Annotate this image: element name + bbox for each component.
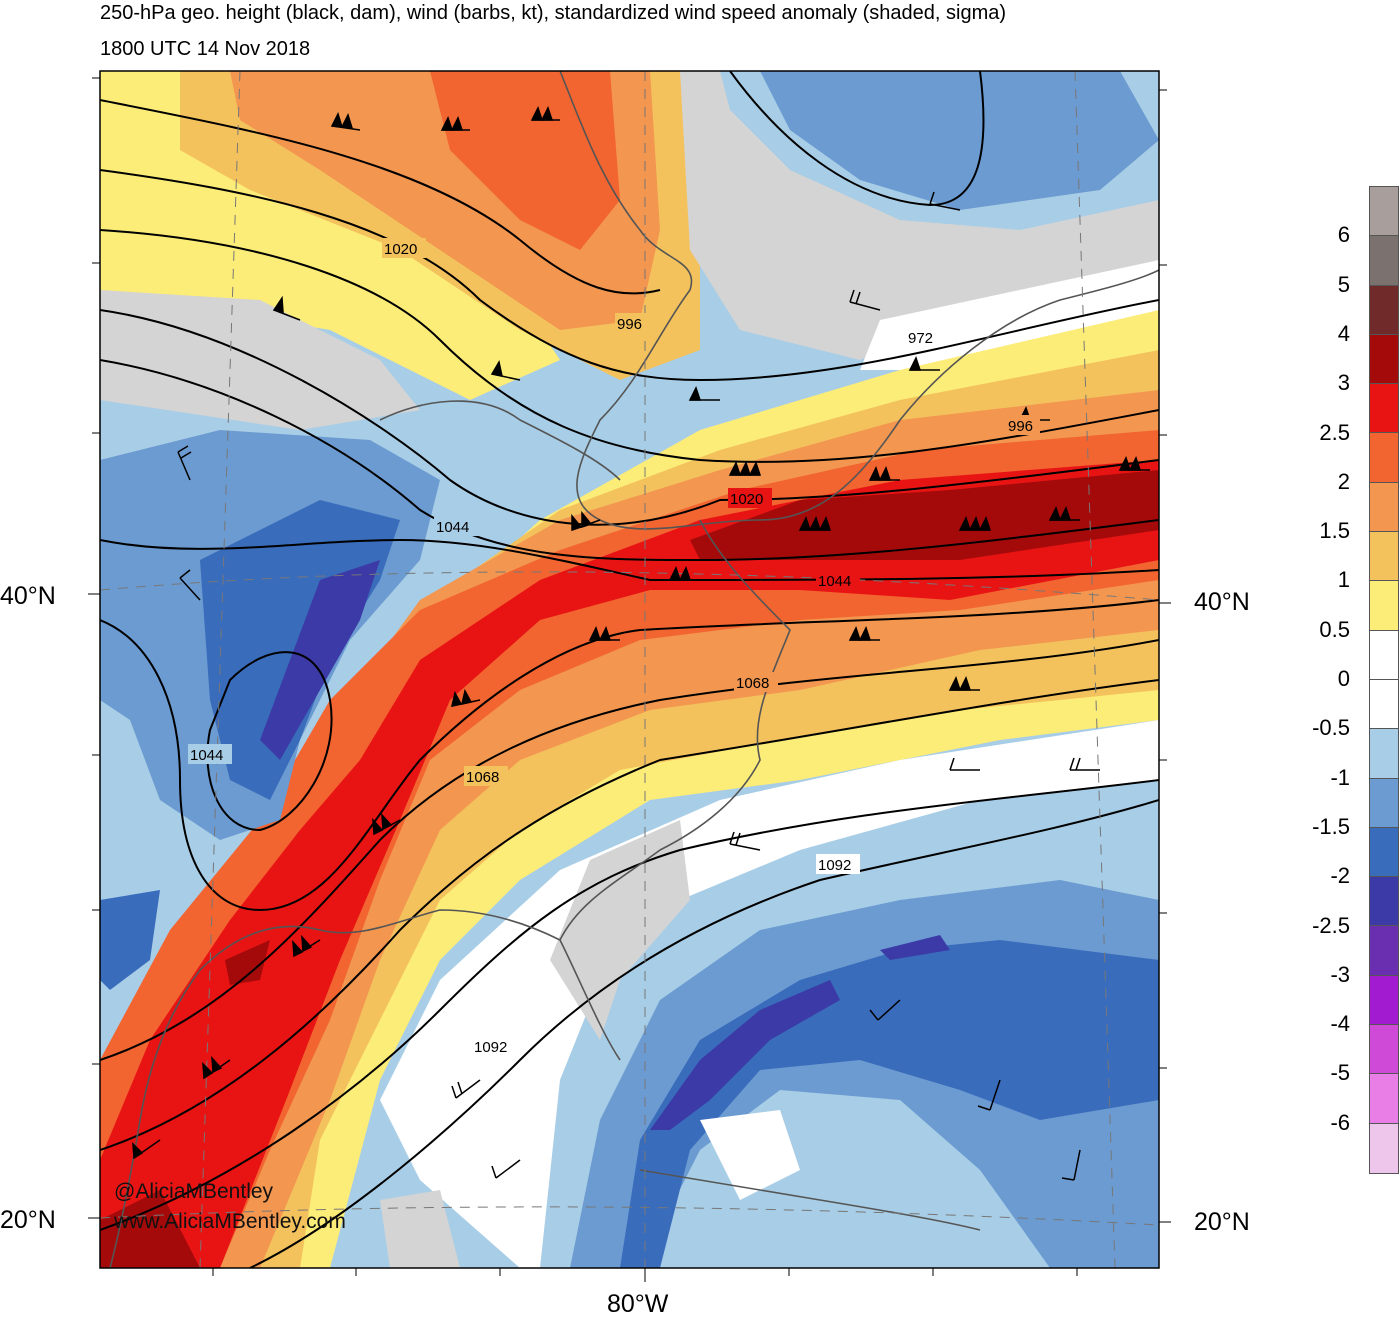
- colorbar-label: -6: [1330, 1109, 1350, 1135]
- watermark-site: www.AliciaMBentley.com: [114, 1210, 346, 1233]
- map-frame: [99, 70, 1160, 1269]
- contour-label: 996: [1008, 418, 1033, 435]
- colorbar-swatch: [1370, 926, 1398, 976]
- colorbar-label: 6: [1337, 222, 1350, 248]
- contour-label: 1044: [818, 573, 851, 590]
- anomaly-shading: [100, 71, 1159, 1268]
- colorbar-swatch: [1370, 581, 1398, 631]
- colorbar-swatch: [1370, 630, 1398, 680]
- colorbar-swatch: [1370, 1025, 1398, 1075]
- watermark-handle: @AliciaMBentley: [114, 1180, 274, 1203]
- colorbar-swatch: [1370, 384, 1398, 434]
- colorbar-swatch: [1370, 187, 1398, 237]
- colorbar-label: 2: [1337, 468, 1350, 494]
- colorbar-label: 1: [1337, 567, 1350, 593]
- colorbar-label: 2.5: [1319, 419, 1350, 445]
- coastlines: [109, 71, 1159, 1268]
- contour-label: 1092: [818, 857, 851, 874]
- colorbar-swatch: [1370, 877, 1398, 927]
- colorbar-label: -5: [1330, 1060, 1350, 1086]
- valid-time: 1800 UTC 14 Nov 2018: [100, 38, 311, 60]
- lat-label-40n-left: 40°N: [0, 582, 56, 610]
- colorbar-label: -1: [1330, 764, 1350, 790]
- lat-label-40n-right: 40°N: [1194, 588, 1250, 616]
- colorbar-label: 0: [1337, 666, 1350, 691]
- colorbar-label: -3: [1330, 961, 1350, 987]
- contour-label: 1020: [730, 491, 763, 508]
- colorbar-swatch: [1370, 1074, 1398, 1124]
- contour-label: 1068: [466, 769, 499, 786]
- colorbar-swatch: [1370, 433, 1398, 483]
- contour-label: 1044: [190, 747, 223, 764]
- contour-label: 1020: [384, 241, 417, 258]
- colorbar-swatch: [1370, 236, 1398, 286]
- colorbar-label: -2: [1330, 863, 1350, 889]
- lon-label-80w: 80°W: [607, 1290, 669, 1318]
- axis-ticks: [88, 77, 1171, 1282]
- colorbar-label: -0.5: [1312, 715, 1350, 741]
- contour-label: 1044: [436, 519, 469, 536]
- colorbar-swatch: [1370, 285, 1398, 335]
- colorbar-label: 3: [1337, 370, 1350, 396]
- colorbar-swatch: [1370, 778, 1398, 828]
- contour-label: 972: [908, 330, 933, 347]
- contour-labels: 1020 996 972 996 1020 1044 1044 1044 106…: [188, 238, 1040, 1056]
- map-title: 250-hPa geo. height (black, dam), wind (…: [100, 2, 1007, 24]
- contour-label: 1068: [736, 675, 769, 692]
- colorbar-label: -4: [1330, 1011, 1350, 1037]
- colorbar-label: 4: [1337, 320, 1350, 346]
- colorbar-label: -1.5: [1312, 813, 1350, 839]
- contour-label: 1092: [474, 1039, 507, 1056]
- colorbar-label: 5: [1337, 271, 1350, 297]
- lat-label-20n-right: 20°N: [1194, 1208, 1250, 1236]
- wind-barbs: [132, 106, 1150, 1160]
- colorbar: [1369, 186, 1399, 1174]
- colorbar-swatch: [1370, 679, 1398, 730]
- colorbar-swatch: [1370, 334, 1398, 385]
- graticule: [100, 71, 1159, 1268]
- colorbar-label: -2.5: [1312, 912, 1350, 938]
- colorbar-swatch: [1370, 482, 1398, 533]
- colorbar-swatch: [1370, 1123, 1398, 1173]
- colorbar-label: 1.5: [1319, 518, 1350, 544]
- colorbar-swatch: [1370, 975, 1398, 1026]
- colorbar-swatch: [1370, 532, 1398, 582]
- contour-label: 996: [617, 316, 642, 333]
- colorbar-swatch: [1370, 827, 1398, 878]
- lat-label-20n-left: 20°N: [0, 1206, 56, 1234]
- colorbar-label: 0.5: [1319, 616, 1350, 642]
- light-wind-barbs: [177, 191, 1100, 1181]
- colorbar-swatch: [1370, 729, 1398, 779]
